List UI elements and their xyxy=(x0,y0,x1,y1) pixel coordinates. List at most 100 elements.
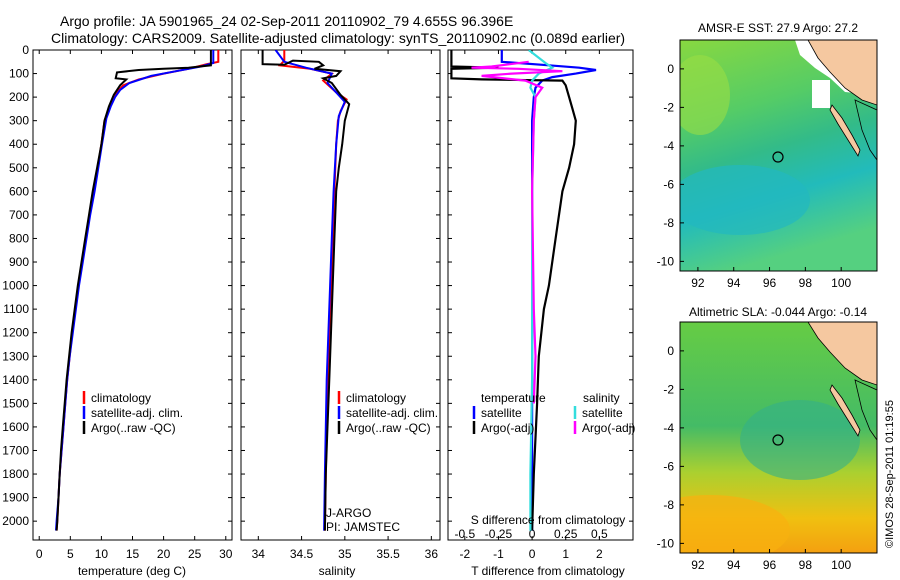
map-x-tick-label: 94 xyxy=(727,276,741,290)
y-tick-label: 400 xyxy=(9,137,29,151)
y-tick-label: 700 xyxy=(9,208,29,222)
series-line-temperature-argo-adj- xyxy=(450,50,577,531)
sst-map-title: AMSR-E SST: 27.9 Argo: 27.2 xyxy=(698,21,858,35)
map-x-tick-label: 100 xyxy=(831,276,851,290)
y-tick-label: 1000 xyxy=(2,279,29,293)
annotation-pi: PI: JAMSTEC xyxy=(326,520,400,534)
legend-label-argo: Argo(..raw -QC) xyxy=(91,421,176,435)
sst-missing-data xyxy=(812,80,830,108)
map-x-tick-label: 92 xyxy=(691,558,705,572)
sla-low-patch xyxy=(740,400,860,480)
y-tick-label: 1700 xyxy=(2,443,29,457)
temperature-axes-frame xyxy=(32,49,233,541)
map-y-tick-label: -10 xyxy=(657,536,675,550)
y-tick-label: 1100 xyxy=(3,302,29,316)
y-tick-label: 2000 xyxy=(2,514,29,528)
map-x-tick-label: 98 xyxy=(799,276,813,290)
temperature-legend: climatology satellite-adj. clim. Argo(..… xyxy=(82,391,183,435)
y-tick-label: 200 xyxy=(9,90,29,104)
series-line-climatology xyxy=(55,50,220,531)
salinity-axis-label: salinity xyxy=(319,564,356,578)
legend-label-climatology: climatology xyxy=(346,391,406,405)
x-tick-label: 0 xyxy=(36,547,43,561)
legend-label-s-argo: Argo(-adj) xyxy=(582,421,635,435)
s-tick-label: -0.5 xyxy=(454,527,475,541)
temperature-x-axis: 0 5 10 15 20 25 30 xyxy=(36,50,233,561)
s-tick-label: 0 xyxy=(529,527,536,541)
sst-map-frame xyxy=(679,39,878,272)
sla-map-axes: 92 94 96 98 100 0 -2 -4 -6 -8 -10 xyxy=(657,344,852,572)
s-tick-label: 0.25 xyxy=(554,527,578,541)
map-x-tick-label: 96 xyxy=(763,558,777,572)
series-line-satellite-adj-clim- xyxy=(274,50,346,531)
coastline xyxy=(854,99,877,161)
annotation-jargo: J-ARGO xyxy=(326,506,371,520)
salinity-legend: climatology satellite-adj. clim. Argo(..… xyxy=(337,391,438,435)
y-tick-label: 500 xyxy=(9,161,29,175)
t-difference-axis-label: T difference from climatology xyxy=(471,564,625,578)
x-tick-label: 5 xyxy=(67,547,74,561)
coastline xyxy=(854,379,877,441)
sla-map-panel: Altimetric SLA: -0.044 Argo: -0.14 92 94 9… xyxy=(657,305,878,572)
x-tick-label: 2 xyxy=(596,547,603,561)
legend-label-t-argo: Argo(-adj) xyxy=(481,421,534,435)
legend-title-salinity: salinity xyxy=(583,391,620,405)
salinity-axes-frame xyxy=(240,49,441,541)
x-tick-label: 15 xyxy=(126,547,140,561)
map-y-tick-label: -6 xyxy=(663,177,674,191)
map-y-tick-label: -8 xyxy=(663,498,674,512)
imos-timestamp: ©IMOS 28-Sep-2011 01:19:55 xyxy=(884,400,896,548)
s-tick-label: -0.25 xyxy=(485,527,513,541)
difference-axes-frame xyxy=(447,49,634,541)
temperature-panel: 0100200300400500600700800900100011001200… xyxy=(2,43,232,578)
y-tick-label: 900 xyxy=(9,255,29,269)
x-tick-label: 30 xyxy=(219,547,233,561)
sumatra-coast xyxy=(807,40,877,106)
x-tick-label: -2 xyxy=(459,547,470,561)
map-y-tick-label: -2 xyxy=(663,382,674,396)
x-tick-label: 25 xyxy=(188,547,202,561)
map-y-tick-label: -8 xyxy=(663,216,674,230)
salinity-lines xyxy=(261,50,351,531)
argo-location-marker xyxy=(772,151,784,163)
temperature-lines xyxy=(55,50,220,531)
x-tick-label: 35.5 xyxy=(376,547,400,561)
x-tick-label: 0 xyxy=(529,547,536,561)
sst-warm-patch xyxy=(680,55,730,135)
s-tick-label: 0.5 xyxy=(591,527,608,541)
mentawai-islands xyxy=(829,104,861,157)
y-tick-label: 100 xyxy=(9,67,29,81)
salinity-x-axis: 34 34.5 35 35.5 36 xyxy=(252,50,438,561)
y-tick-label: 600 xyxy=(9,184,29,198)
y-tick-label: 300 xyxy=(9,114,29,128)
depth-axis: 0 100 200 300 400 500 600 700 800 900 1000 1100 1200… xyxy=(2,43,232,528)
series-line-satellite-adj-clim- xyxy=(55,50,215,531)
y-tick-label: 1600 xyxy=(2,420,29,434)
map-x-tick-label: 92 xyxy=(691,276,705,290)
legend-label-s-satellite: satellite xyxy=(582,406,623,420)
argo-location-marker xyxy=(772,434,784,446)
x-tick-label: 34 xyxy=(252,547,266,561)
difference-x-axis: -2 -1 0 1 2 -0.5 -0.25 0 0.25 0.5 xyxy=(454,50,608,561)
map-x-tick-label: 96 xyxy=(763,276,777,290)
x-tick-label: 10 xyxy=(95,547,109,561)
x-tick-label: 1 xyxy=(562,547,569,561)
series-line-salinity-argo-adj- xyxy=(471,60,563,404)
map-y-tick-label: 0 xyxy=(667,62,674,76)
sumatra-coast xyxy=(807,322,877,386)
difference-y-ticks xyxy=(448,49,633,522)
difference-panel: -2 -1 0 1 2 -0.5 -0.25 0 0.25 0.5 S difference fr… xyxy=(447,49,635,578)
legend-title-temperature: temperature xyxy=(481,391,546,405)
series-line-argo-raw-qc- xyxy=(55,50,212,531)
series-line-climatology xyxy=(277,50,348,531)
legend-label-satellite: satellite-adj. clim. xyxy=(346,406,438,420)
salinity-y-ticks xyxy=(241,49,440,522)
y-tick-label: 1200 xyxy=(2,326,29,340)
series-line-argo-raw-qc- xyxy=(261,50,351,531)
mentawai-islands xyxy=(829,384,861,437)
difference-lines xyxy=(450,50,597,531)
y-tick-label: 1400 xyxy=(2,373,29,387)
map-y-tick-label: -2 xyxy=(663,100,674,114)
map-y-tick-label: -6 xyxy=(663,459,674,473)
x-tick-label: 35 xyxy=(338,547,352,561)
